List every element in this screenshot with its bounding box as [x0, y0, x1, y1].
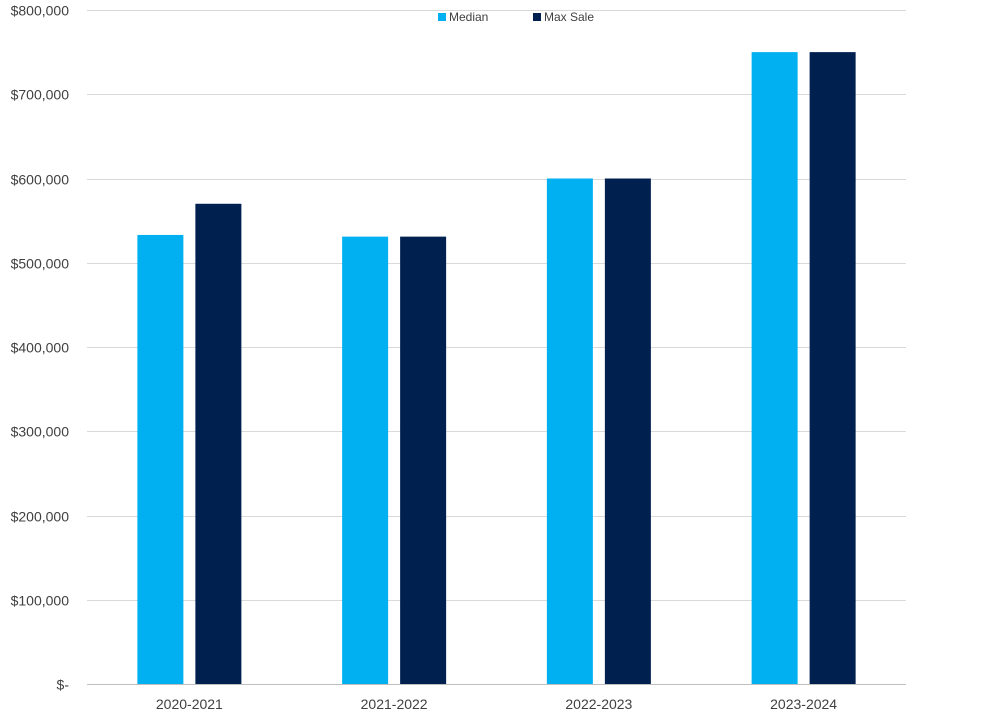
y-tick-label: $100,000: [11, 593, 70, 609]
legend-label-median: Median: [449, 10, 488, 24]
y-tick-label: $500,000: [11, 256, 70, 272]
bar-median-2020-2021: [137, 234, 184, 684]
legend-label-max-sale: Max Sale: [544, 10, 594, 24]
legend: Median Max Sale: [438, 10, 594, 24]
y-tick-label: $700,000: [11, 87, 70, 103]
bars: [137, 52, 856, 684]
y-axis: $- $100,000 $200,000 $300,000 $400,000 $500,0…: [11, 3, 70, 693]
y-tick-label: $-: [57, 677, 70, 693]
y-tick-label: $300,000: [11, 424, 70, 440]
y-tick-label: $400,000: [11, 340, 70, 356]
legend-swatch-max-sale: [533, 13, 541, 21]
bar-max-sale-2022-2023: [604, 178, 651, 684]
y-tick-label: $200,000: [11, 509, 70, 525]
y-tick-label: $600,000: [11, 172, 70, 188]
x-tick-label: 2023-2024: [770, 696, 837, 712]
x-tick-label: 2022-2023: [565, 696, 632, 712]
bar-median-2022-2023: [546, 178, 593, 684]
y-tick-label: $800,000: [11, 3, 70, 19]
bar-median-2023-2024: [751, 52, 798, 684]
bar-max-sale-2023-2024: [809, 52, 856, 684]
bar-max-sale-2020-2021: [195, 203, 242, 684]
x-tick-label: 2021-2022: [361, 696, 428, 712]
x-axis: 2020-2021 2021-2022 2022-2023 2023-2024: [87, 684, 906, 712]
x-tick-label: 2020-2021: [156, 696, 223, 712]
bar-max-sale-2021-2022: [400, 236, 447, 684]
legend-swatch-median: [438, 13, 446, 21]
bar-median-2021-2022: [342, 236, 389, 684]
